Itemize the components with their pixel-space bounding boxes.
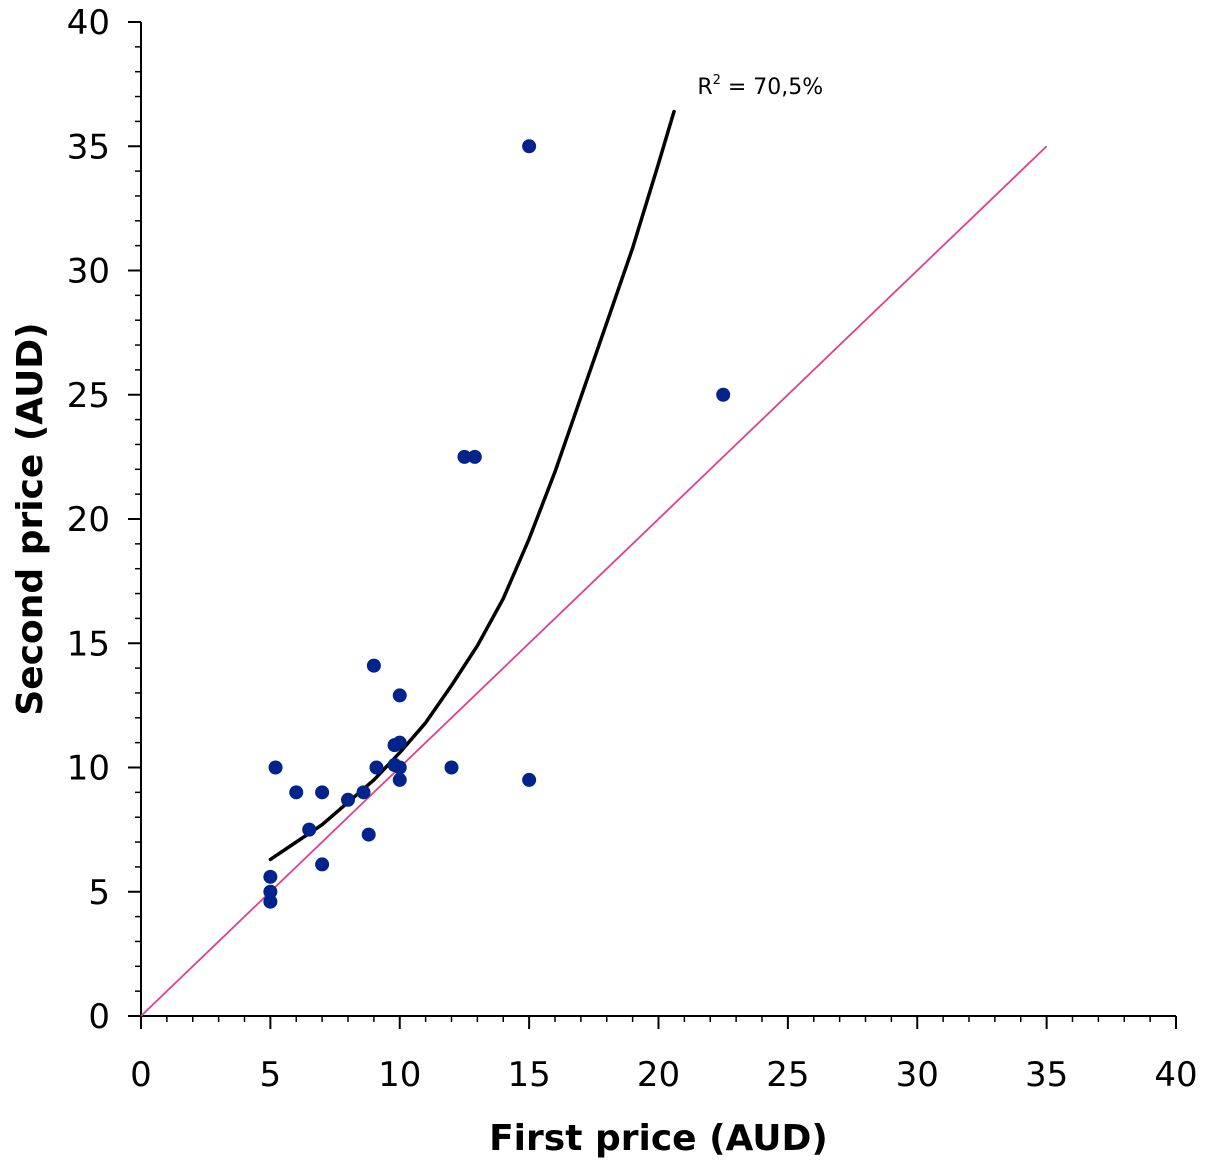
x-tick-label: 5 bbox=[260, 1055, 282, 1095]
y-tick-label: 25 bbox=[67, 376, 110, 416]
x-tick-label: 20 bbox=[637, 1055, 680, 1095]
data-point bbox=[263, 894, 278, 909]
data-point bbox=[361, 827, 376, 842]
r-squared-base: R bbox=[697, 75, 712, 100]
data-point bbox=[522, 139, 537, 154]
data-point bbox=[392, 735, 407, 750]
x-tick-label: 25 bbox=[766, 1055, 809, 1095]
x-tick-label: 30 bbox=[896, 1055, 939, 1095]
data-point bbox=[302, 822, 317, 837]
data-point bbox=[263, 869, 278, 884]
x-axis-title: First price (AUD) bbox=[489, 1118, 828, 1159]
data-point bbox=[263, 884, 278, 899]
data-point bbox=[341, 792, 355, 807]
y-tick-label: 35 bbox=[67, 127, 110, 167]
data-point bbox=[392, 772, 407, 787]
x-tick-label: 0 bbox=[130, 1055, 152, 1095]
data-point bbox=[467, 449, 482, 464]
data-point bbox=[356, 785, 371, 800]
data-point bbox=[444, 760, 459, 775]
data-point bbox=[268, 760, 283, 775]
data-point bbox=[522, 772, 537, 787]
data-point bbox=[315, 785, 330, 800]
data-point bbox=[716, 387, 731, 402]
data-point bbox=[392, 760, 407, 775]
data-point bbox=[369, 760, 384, 775]
y-tick-label: 40 bbox=[67, 3, 110, 43]
data-point bbox=[392, 688, 407, 703]
y-tick-label: 20 bbox=[67, 500, 110, 540]
r-squared-value: = 70,5% bbox=[721, 75, 823, 100]
r-squared-annotation: R2 = 70,5% bbox=[697, 73, 823, 100]
y-axis-title: Second price (AUD) bbox=[10, 322, 51, 715]
y-tick-label: 15 bbox=[67, 624, 110, 664]
identity-line bbox=[140, 145, 1048, 1017]
data-point bbox=[457, 449, 472, 464]
y-tick-label: 5 bbox=[88, 873, 110, 913]
y-tick-label: 10 bbox=[67, 749, 110, 789]
x-tick-label: 15 bbox=[507, 1055, 550, 1095]
x-tick-label: 10 bbox=[378, 1055, 421, 1095]
r-squared-superscript: 2 bbox=[713, 73, 721, 88]
trend-curve bbox=[268, 109, 676, 862]
data-point bbox=[289, 785, 304, 800]
data-point bbox=[315, 857, 330, 872]
data-point bbox=[366, 658, 381, 673]
x-tick-label: 40 bbox=[1154, 1055, 1197, 1095]
y-tick-label: 30 bbox=[67, 252, 110, 292]
x-tick-label: 35 bbox=[1025, 1055, 1068, 1095]
y-tick-label: 0 bbox=[88, 997, 110, 1037]
